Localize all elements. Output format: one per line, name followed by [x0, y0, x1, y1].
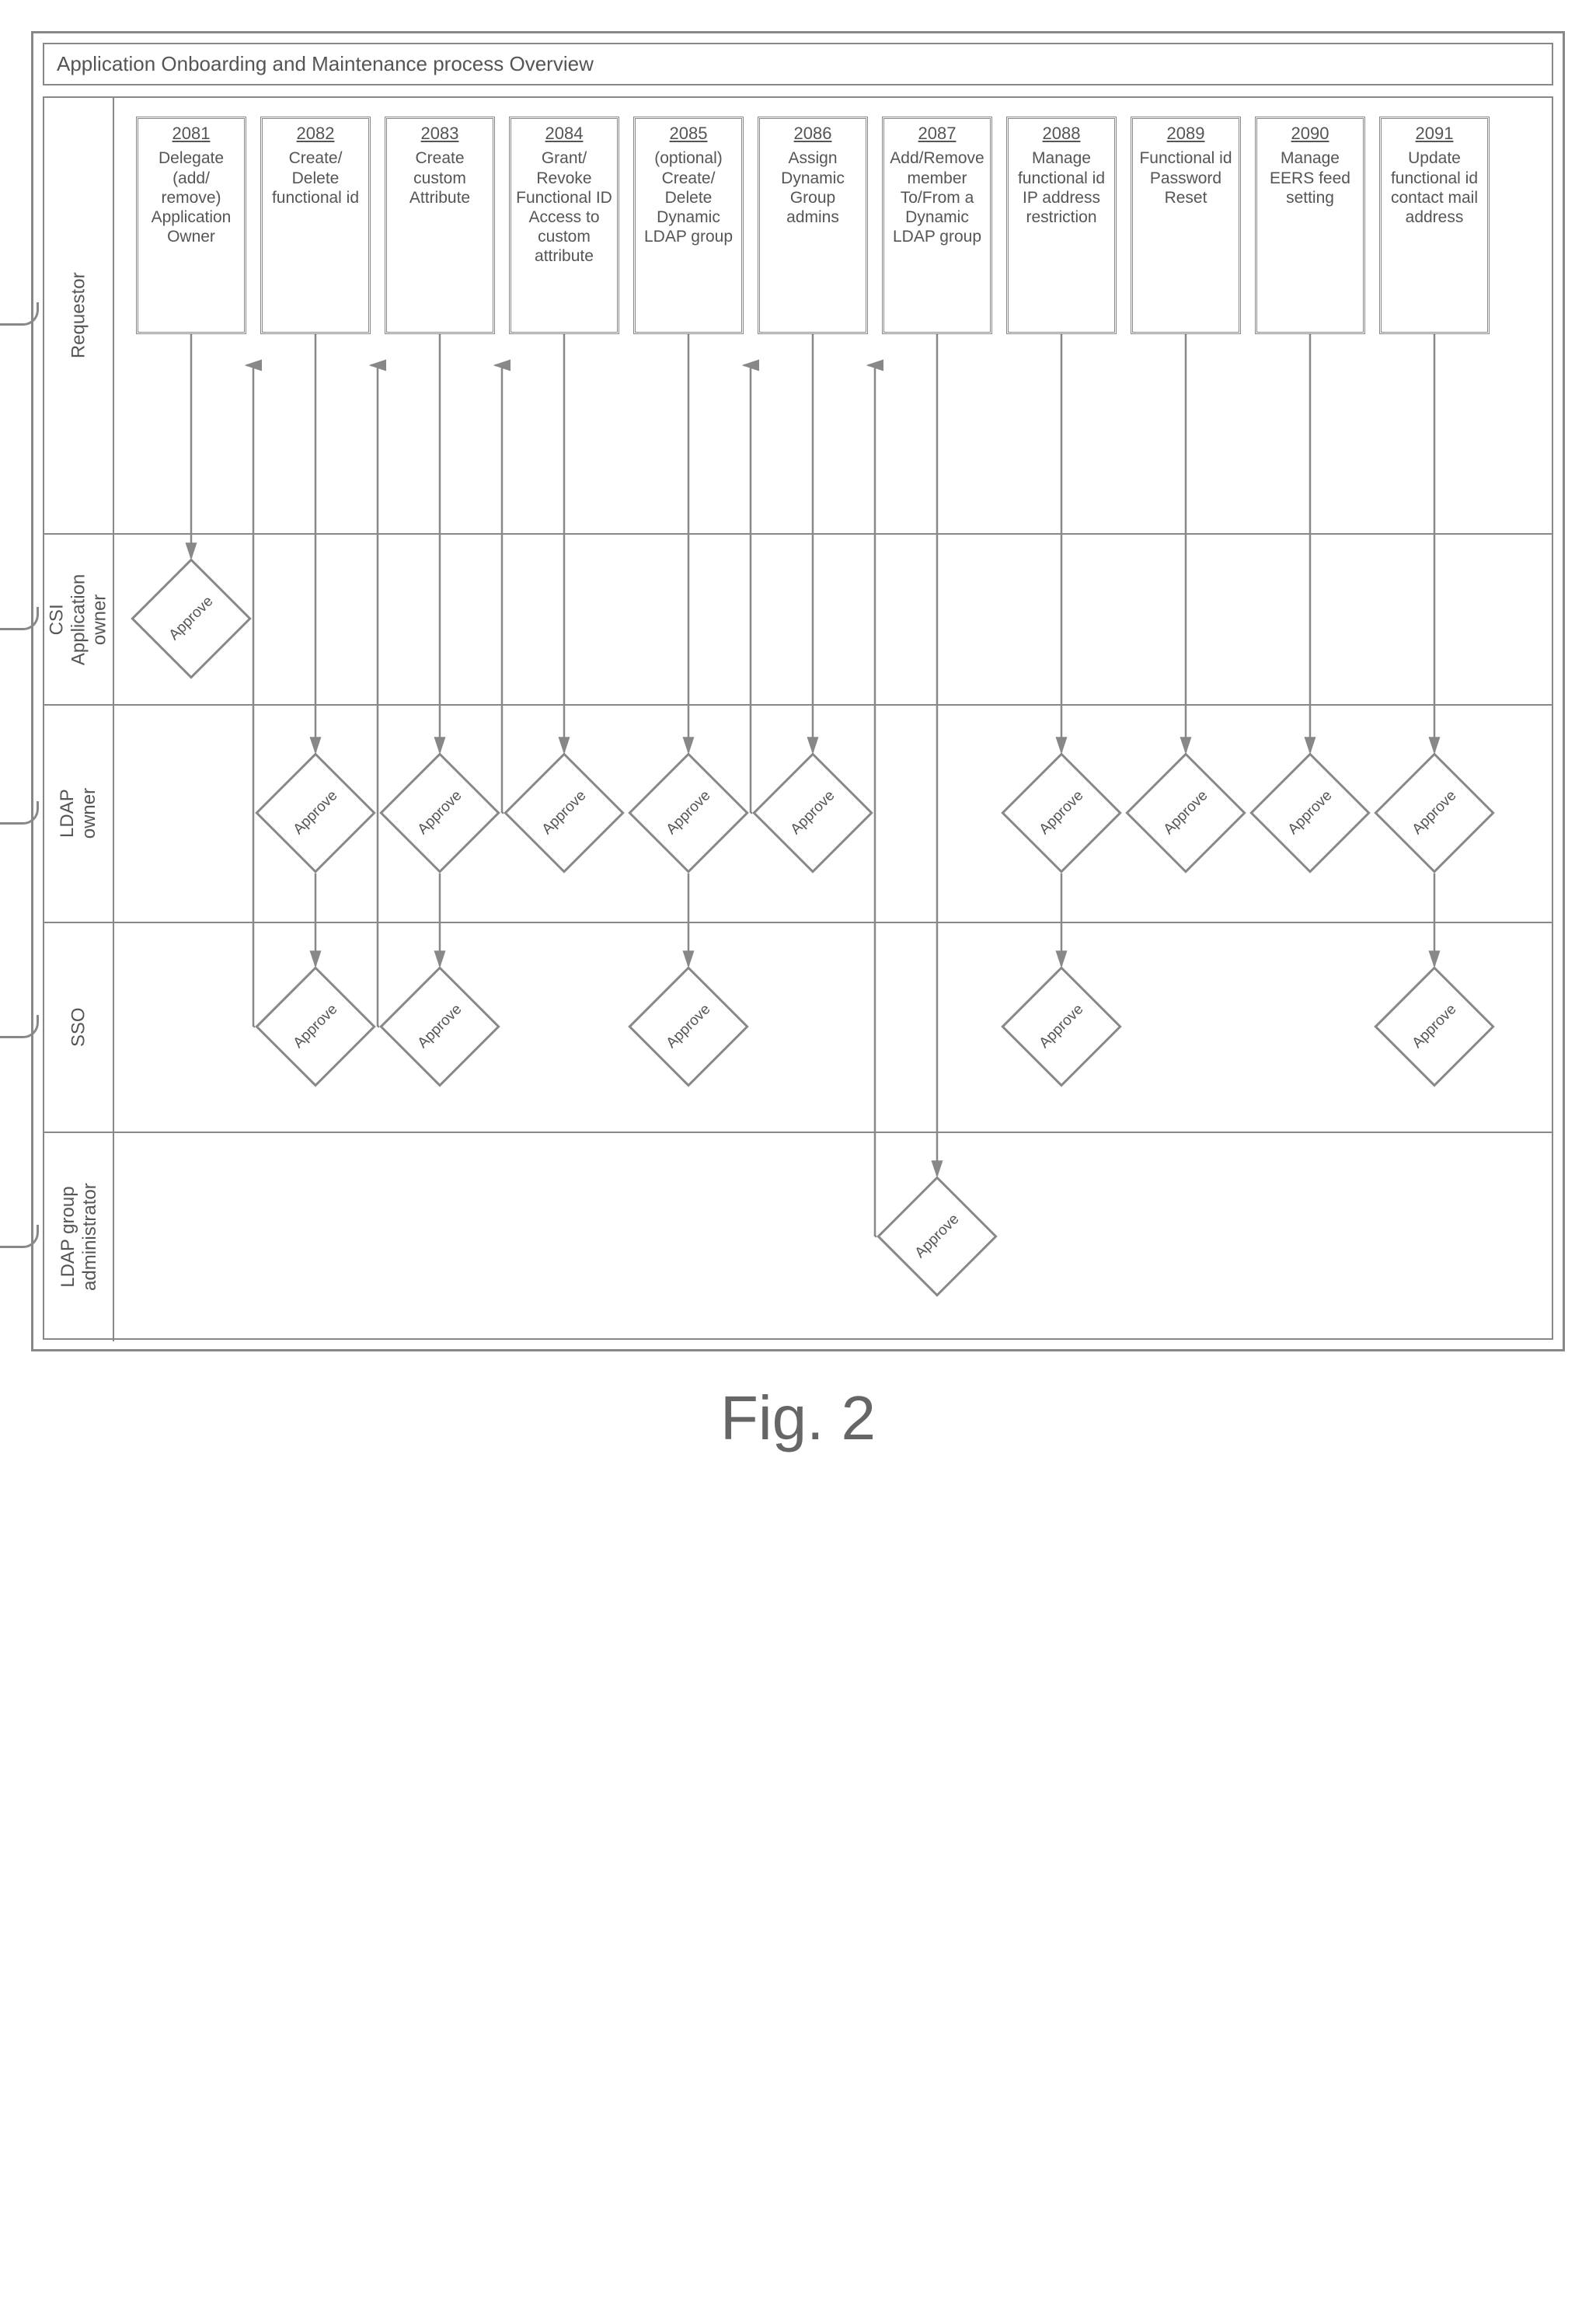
task-label: Update functional id contact mail addres…	[1391, 149, 1478, 226]
lane-label: SSO	[68, 1008, 89, 1048]
lane-ldapadmin: LDAP groupadministrator208	[44, 1132, 1552, 1341]
approve-diamond: Approve	[148, 576, 234, 661]
task-number: 2090	[1260, 124, 1360, 144]
task-label: Assign Dynamic Group admins	[781, 149, 845, 226]
task-box: 2091 Update functional id contact mail ad…	[1379, 117, 1490, 334]
task-box: 2085 (optional) Create/ Delete Dynamic LD…	[633, 117, 744, 334]
task-label: Grant/ Revoke Functional ID Access to cu…	[516, 149, 612, 265]
task-box: 2088 Manage functional id IP address rest…	[1006, 117, 1117, 334]
task-number: 2086	[763, 124, 862, 144]
task-box: 2086 Assign Dynamic Group admins	[758, 117, 868, 334]
approve-diamond: Approve	[1392, 984, 1477, 1069]
task-box: 2083 Create custom Attribute	[385, 117, 495, 334]
task-box: 2082 Create/ Delete functional id	[260, 117, 371, 334]
task-label: (optional) Create/ Delete Dynamic LDAP g…	[644, 149, 733, 246]
task-label: Functional id Password Reset	[1139, 149, 1232, 206]
approve-diamond: Approve	[1019, 770, 1104, 856]
approve-diamond: Approve	[273, 770, 358, 856]
task-number: 2087	[887, 124, 987, 144]
diagram-frame: Application Onboarding and Maintenance p…	[31, 31, 1565, 1351]
task-label: Create/ Delete functional id	[272, 149, 359, 206]
task-box: 2081 Delegate (add/ remove) Application O…	[136, 117, 246, 334]
lane-label-col: SSO	[44, 923, 114, 1132]
task-box: 2087 Add/Remove member To/From a Dynamic …	[882, 117, 992, 334]
lane-label: LDAPowner	[57, 788, 99, 839]
approve-diamond: Approve	[521, 770, 607, 856]
approve-diamond: Approve	[646, 770, 731, 856]
task-number: 2082	[266, 124, 365, 144]
lane-label-col: LDAPowner	[44, 706, 114, 922]
approve-diamond: Approve	[1019, 984, 1104, 1069]
task-label: Manage functional id IP address restrict…	[1018, 149, 1105, 226]
swimlane-area: Requestor200CSIApplicationowner202LDAPow…	[43, 96, 1553, 1340]
lane-number: 208	[0, 1222, 39, 1248]
lane-label-col: LDAP groupadministrator	[44, 1133, 114, 1341]
task-number: 2088	[1012, 124, 1111, 144]
approve-diamond: Approve	[646, 984, 731, 1069]
diagram-title: Application Onboarding and Maintenance p…	[43, 43, 1553, 85]
task-box: 2084 Grant/ Revoke Functional ID Access t…	[509, 117, 619, 334]
task-box: 2089 Functional id Password Reset	[1131, 117, 1241, 334]
approve-diamond: Approve	[273, 984, 358, 1069]
lane-number: 206	[0, 1013, 39, 1038]
lane-csi: CSIApplicationowner202	[44, 533, 1552, 704]
task-label: Delegate (add/ remove) Application Owner	[152, 149, 232, 246]
lane-number: 200	[0, 300, 39, 326]
task-label: Manage EERS feed setting	[1270, 149, 1350, 206]
task-number: 2089	[1136, 124, 1235, 144]
lane-label-col: Requestor	[44, 98, 114, 533]
lane-label: LDAP groupadministrator	[57, 1184, 99, 1292]
figure-label: Fig. 2	[31, 1383, 1565, 1454]
approve-diamond: Approve	[1143, 770, 1228, 856]
approve-diamond: Approve	[1392, 770, 1477, 856]
approve-diamond: Approve	[894, 1194, 980, 1279]
task-number: 2091	[1385, 124, 1484, 144]
task-number: 2083	[390, 124, 490, 144]
approve-diamond: Approve	[1267, 770, 1353, 856]
lane-number: 202	[0, 605, 39, 630]
task-number: 2081	[141, 124, 241, 144]
task-number: 2084	[514, 124, 614, 144]
task-label: Add/Remove member To/From a Dynamic LDAP…	[890, 149, 984, 246]
approve-diamond: Approve	[770, 770, 855, 856]
approve-diamond: Approve	[397, 770, 483, 856]
task-label: Create custom Attribute	[409, 149, 470, 206]
lane-label: CSIApplicationowner	[47, 574, 111, 664]
approve-diamond: Approve	[397, 984, 483, 1069]
lane-label: Requestor	[68, 273, 89, 359]
lane-number: 204	[0, 799, 39, 825]
lane-label-col: CSIApplicationowner	[44, 535, 114, 704]
task-box: 2090 Manage EERS feed setting	[1255, 117, 1365, 334]
task-number: 2085	[639, 124, 738, 144]
